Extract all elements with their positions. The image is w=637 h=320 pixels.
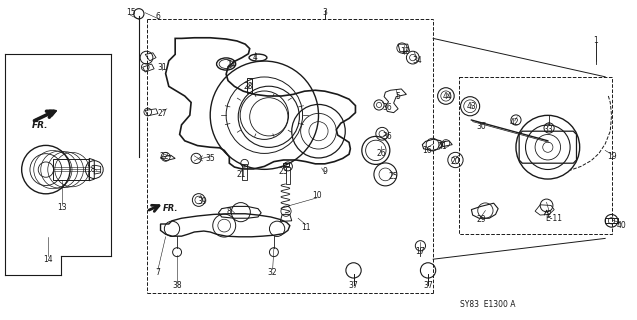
Text: FR.: FR. [163,204,178,213]
Text: 7: 7 [155,268,161,277]
Text: 8: 8 [227,207,232,216]
Text: 37: 37 [348,281,359,290]
Text: 4: 4 [252,53,257,62]
Text: 29: 29 [476,215,486,224]
Text: 10: 10 [312,191,322,200]
Text: 38: 38 [172,281,182,290]
Text: 2: 2 [547,210,552,219]
Text: 14: 14 [43,255,53,264]
Text: 32: 32 [268,268,278,277]
Text: 25: 25 [389,172,399,181]
Text: 6: 6 [155,12,161,20]
Text: 15: 15 [125,8,136,17]
Text: E-11: E-11 [546,214,562,223]
Text: 37: 37 [423,281,433,290]
Text: 18: 18 [86,165,95,174]
Text: 11: 11 [301,223,310,232]
Text: 19: 19 [606,152,617,161]
Text: 27: 27 [157,109,168,118]
Text: 44: 44 [442,92,452,100]
Text: 3: 3 [322,8,327,17]
Text: 34: 34 [412,56,422,65]
Text: 20: 20 [450,157,461,166]
Text: SY83  E1300 A: SY83 E1300 A [459,300,515,309]
Text: 23: 23 [278,167,289,176]
Text: 43: 43 [466,102,476,111]
Text: 13: 13 [57,204,68,212]
Text: 21: 21 [236,170,245,179]
Text: 39: 39 [197,197,208,206]
Text: 41: 41 [437,142,447,151]
Text: 35: 35 [205,154,215,163]
Text: 31: 31 [157,63,168,72]
Text: 17: 17 [415,247,426,256]
Text: 40: 40 [616,221,626,230]
Text: 26: 26 [376,149,386,158]
Text: 36: 36 [382,103,392,112]
Text: 24: 24 [226,60,236,68]
Text: 5: 5 [396,92,401,100]
Text: 22: 22 [160,152,169,161]
Text: 16: 16 [422,146,432,155]
Text: 28: 28 [244,82,253,91]
Text: 9: 9 [322,167,327,176]
Text: 12: 12 [400,47,409,56]
Text: 1: 1 [593,36,598,44]
Text: 36: 36 [382,132,392,140]
Text: FR.: FR. [32,121,48,130]
Text: 33: 33 [543,125,553,134]
Text: 42: 42 [510,118,520,127]
Text: 30: 30 [476,122,486,131]
